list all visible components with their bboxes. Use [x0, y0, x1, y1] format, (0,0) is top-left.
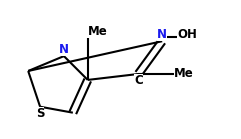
Text: OH: OH — [177, 28, 197, 41]
Text: N: N — [157, 28, 167, 41]
Text: N: N — [59, 43, 69, 56]
Text: C: C — [134, 74, 143, 87]
Text: Me: Me — [88, 25, 107, 38]
Text: Me: Me — [174, 67, 194, 80]
Text: S: S — [36, 107, 44, 120]
